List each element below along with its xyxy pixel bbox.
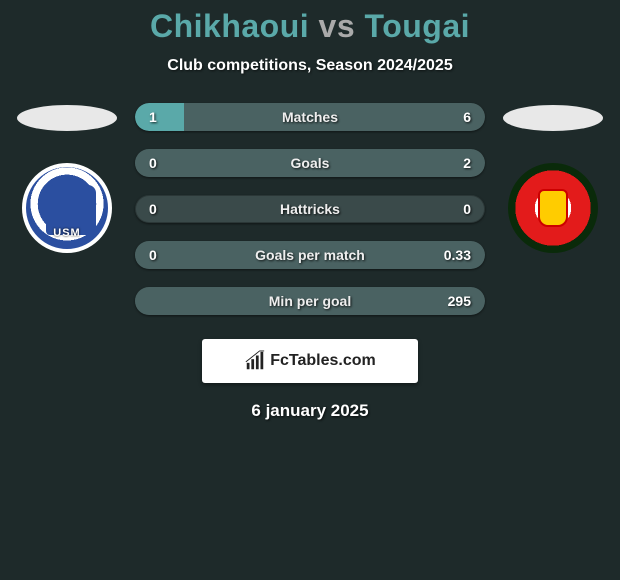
- date-text: 6 january 2025: [0, 401, 620, 421]
- right-side: [503, 103, 603, 253]
- stat-label: Goals: [291, 155, 330, 171]
- stat-value-left: 1: [149, 109, 157, 125]
- comparison-card: Chikhaoui vs Tougai Club competitions, S…: [0, 0, 620, 421]
- vs-text: vs: [319, 8, 356, 44]
- right-ellipse-decoration: [503, 105, 603, 131]
- watermark-text: FcTables.com: [270, 352, 376, 370]
- stat-value-right: 0: [463, 201, 471, 217]
- stat-value-right: 2: [463, 155, 471, 171]
- stat-row: 1 Matches 6: [135, 103, 485, 131]
- stat-value-right: 295: [448, 293, 471, 309]
- stat-row: 0 Hattricks 0: [135, 195, 485, 223]
- watermark-badge: FcTables.com: [202, 339, 418, 383]
- player2-name: Tougai: [365, 8, 471, 44]
- page-title: Chikhaoui vs Tougai: [0, 8, 620, 45]
- stat-label: Hattricks: [280, 201, 340, 217]
- stat-label: Matches: [282, 109, 338, 125]
- left-club-crest: USM: [22, 163, 112, 253]
- stat-label: Min per goal: [269, 293, 351, 309]
- stat-row: Min per goal 295: [135, 287, 485, 315]
- player1-name: Chikhaoui: [150, 8, 309, 44]
- stat-fill-left: [135, 103, 184, 131]
- stat-value-left: 0: [149, 155, 157, 171]
- stat-value-right: 0.33: [444, 247, 471, 263]
- stat-value-right: 6: [463, 109, 471, 125]
- chart-icon: [244, 350, 266, 372]
- right-club-crest: [508, 163, 598, 253]
- stat-label: Goals per match: [255, 247, 365, 263]
- subtitle: Club competitions, Season 2024/2025: [0, 57, 620, 75]
- left-ellipse-decoration: [17, 105, 117, 131]
- stats-column: 1 Matches 6 0 Goals 2 0 Hattricks 0 0 Goals per ma…: [135, 103, 485, 315]
- left-crest-label: USM: [53, 227, 80, 239]
- stat-row: 0 Goals 2: [135, 149, 485, 177]
- stat-row: 0 Goals per match 0.33: [135, 241, 485, 269]
- main-row: USM 1 Matches 6 0 Goals 2 0 Hattricks 0 0 Goals pe…: [0, 103, 620, 315]
- stat-value-left: 0: [149, 201, 157, 217]
- left-side: USM: [17, 103, 117, 253]
- stat-value-left: 0: [149, 247, 157, 263]
